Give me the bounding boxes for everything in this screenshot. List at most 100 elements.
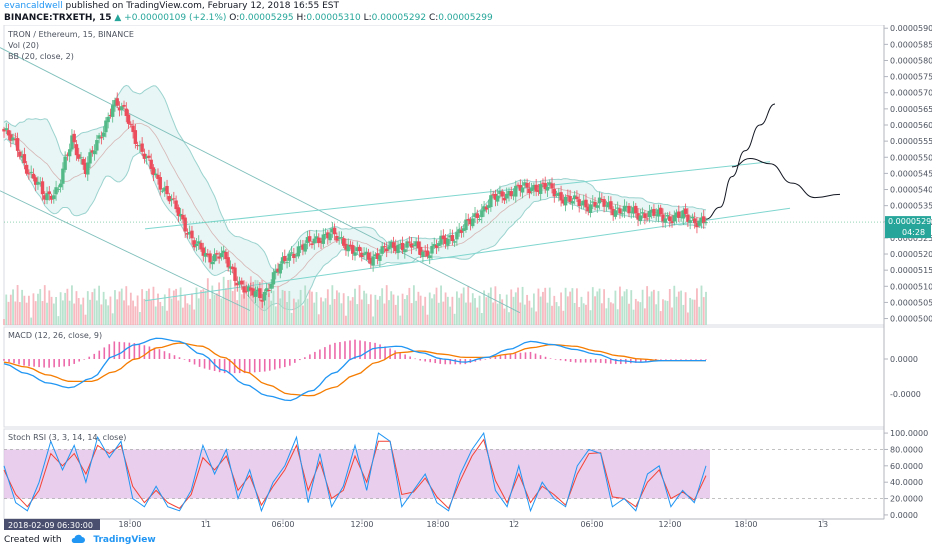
candle-body — [688, 220, 692, 223]
volume-bar — [247, 297, 250, 325]
macd-histogram-bar — [309, 354, 311, 359]
volume-bar — [290, 312, 293, 325]
volume-bar — [9, 294, 12, 325]
candle-body — [36, 181, 40, 185]
candle-body — [317, 237, 321, 244]
macd-histogram-bar — [499, 355, 502, 359]
volume-bar — [100, 304, 103, 325]
macd-histogram-bar — [419, 359, 421, 361]
volume-bar — [686, 312, 689, 325]
volume-bar — [82, 297, 85, 325]
macd-histogram-bar — [278, 359, 281, 369]
volume-bar — [675, 296, 678, 325]
volume-bar — [444, 292, 447, 325]
candle-body — [697, 220, 701, 226]
macd-histogram-bar — [113, 341, 116, 359]
candle-body — [473, 213, 477, 217]
macd-histogram-bar — [173, 355, 176, 359]
macd-histogram-bar — [695, 359, 697, 360]
stoch-tick-label: 20.0000 — [890, 495, 923, 504]
candle-body — [518, 185, 523, 191]
volume-bar — [195, 287, 198, 325]
volume-bar — [109, 296, 112, 325]
macd-histogram-bar — [609, 359, 612, 364]
macd-histogram-bar — [504, 354, 507, 359]
volume-bar — [555, 302, 558, 325]
volume-bar — [446, 296, 449, 325]
volume-bar — [557, 306, 560, 325]
volume-bar — [340, 303, 343, 325]
candle-body — [147, 155, 151, 158]
candle-body — [532, 185, 536, 190]
candle-body — [389, 241, 393, 248]
macd-histogram-bar — [489, 358, 492, 359]
candle-body — [72, 133, 76, 143]
macd-histogram-bar — [33, 359, 35, 367]
candle-body — [38, 183, 42, 185]
volume-bar — [202, 289, 205, 325]
candle-body — [656, 209, 661, 217]
volume-bar — [428, 292, 431, 325]
candle-body — [674, 212, 679, 218]
volume-bar — [456, 291, 458, 325]
macd-histogram-bar — [384, 346, 386, 359]
volume-bar — [548, 287, 551, 325]
macd-histogram-bar — [23, 359, 25, 366]
stoch-overbought-band — [4, 449, 710, 499]
macd-histogram-bar — [655, 359, 657, 361]
candle-body — [448, 235, 452, 238]
candle-body — [405, 241, 409, 248]
candle-body — [600, 199, 604, 201]
candle-body — [618, 208, 622, 214]
candle-body — [649, 209, 654, 213]
volume-bar — [118, 291, 121, 325]
volume-bar — [666, 300, 669, 325]
volume-bar — [388, 300, 390, 325]
macd-histogram-bar — [359, 340, 361, 359]
macd-histogram-bar — [268, 359, 271, 371]
volume-bar — [664, 300, 667, 325]
volume-bar — [412, 285, 415, 325]
macd-histogram-bar — [554, 359, 557, 360]
volume-bar — [326, 289, 329, 325]
candle-body — [312, 238, 316, 244]
volume-bar — [390, 291, 393, 325]
up-arrow-icon: ▲ — [114, 13, 122, 23]
tradingview-brand[interactable]: TradingView — [93, 535, 156, 545]
volume-bar — [508, 312, 510, 325]
candle-body — [511, 194, 516, 196]
author-link[interactable]: evancaldwell — [4, 1, 63, 11]
candle-body — [86, 162, 90, 175]
candle-body — [208, 253, 212, 263]
volume-bar — [467, 285, 470, 325]
candle-body — [695, 222, 699, 228]
volume-bar — [324, 298, 327, 325]
volume-bar — [148, 288, 150, 325]
macd-histogram-bar — [660, 359, 662, 360]
volume-bar — [320, 297, 322, 325]
volume-bar — [313, 302, 316, 325]
macd-histogram-bar — [379, 344, 381, 359]
volume-bar — [514, 292, 517, 325]
volume-bar — [680, 290, 682, 325]
volume-bar — [170, 298, 173, 325]
bollinger-basis-line — [3, 122, 707, 288]
candle-body — [253, 291, 258, 297]
volume-bar — [408, 287, 411, 325]
macd-histogram-bar — [579, 359, 582, 363]
candle-body — [570, 201, 575, 204]
macd-histogram-bar — [439, 359, 442, 364]
volume-bar — [562, 310, 565, 325]
volume-bar — [410, 303, 413, 325]
macd-histogram-bar — [28, 359, 30, 367]
volume-bar — [662, 299, 664, 325]
macd-histogram-bar — [529, 351, 532, 359]
candle-body — [160, 190, 165, 192]
volume-bar — [435, 287, 438, 325]
